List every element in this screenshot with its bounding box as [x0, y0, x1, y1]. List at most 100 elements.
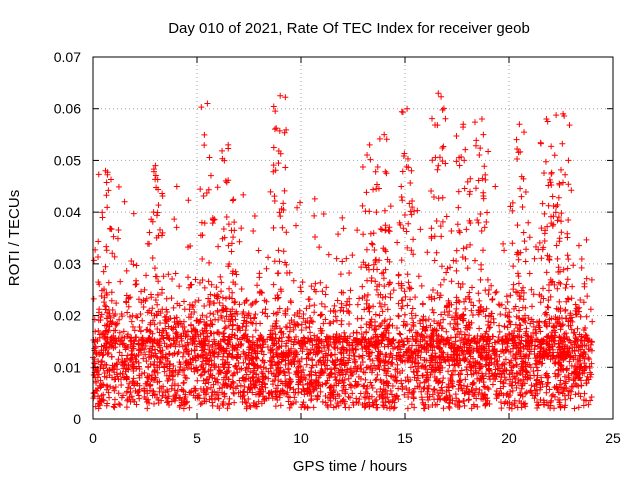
data-point — [214, 376, 221, 383]
data-point — [553, 242, 560, 249]
data-point — [539, 246, 546, 253]
data-point — [311, 286, 318, 293]
data-point — [314, 393, 321, 400]
data-point — [226, 294, 233, 301]
data-point — [201, 318, 208, 325]
data-point — [206, 154, 213, 161]
data-point — [208, 362, 215, 369]
data-point — [558, 343, 565, 350]
x-tick-label: 0 — [89, 430, 97, 446]
data-point — [220, 330, 227, 337]
data-point — [117, 402, 124, 409]
data-point — [349, 371, 356, 378]
data-point — [98, 292, 105, 299]
data-point — [431, 374, 438, 381]
data-point — [377, 377, 384, 384]
data-point — [334, 337, 341, 344]
data-point — [552, 209, 559, 216]
data-point — [573, 305, 580, 312]
data-point — [274, 367, 281, 374]
data-point — [440, 405, 447, 412]
data-point — [292, 322, 299, 329]
data-point — [467, 175, 474, 182]
data-point — [431, 318, 438, 325]
data-point — [227, 383, 234, 390]
data-point — [364, 277, 371, 284]
data-point — [435, 392, 442, 399]
data-point — [250, 369, 257, 376]
data-point — [106, 344, 113, 351]
data-point — [397, 331, 404, 338]
data-point — [558, 218, 565, 225]
data-point — [246, 402, 253, 409]
data-point — [480, 131, 487, 138]
data-point — [557, 403, 564, 410]
data-point — [99, 287, 106, 294]
data-point — [548, 220, 555, 227]
data-point — [281, 129, 288, 136]
data-point — [412, 294, 419, 301]
data-point — [434, 290, 441, 297]
data-point — [209, 389, 216, 396]
data-point — [199, 277, 206, 284]
data-point — [188, 347, 195, 354]
data-point — [202, 357, 209, 364]
data-point — [553, 383, 560, 390]
data-point — [403, 349, 410, 356]
data-point — [207, 317, 214, 324]
data-point — [469, 312, 476, 319]
data-point — [306, 390, 313, 397]
data-point — [463, 366, 470, 373]
data-point — [477, 351, 484, 358]
data-point — [564, 295, 571, 302]
data-point — [229, 326, 236, 333]
data-point — [474, 403, 481, 410]
data-point — [115, 376, 122, 383]
data-point — [269, 346, 276, 353]
data-point — [312, 369, 319, 376]
data-point — [333, 255, 340, 262]
data-point — [513, 370, 520, 377]
data-point — [567, 312, 574, 319]
data-point — [276, 305, 283, 312]
data-point — [420, 385, 427, 392]
data-point — [202, 391, 209, 398]
data-point — [451, 367, 458, 374]
data-point — [534, 405, 541, 412]
data-point — [517, 353, 524, 360]
data-point — [452, 362, 459, 369]
data-point — [251, 213, 258, 220]
data-point — [270, 353, 277, 360]
data-point — [362, 376, 369, 383]
data-point — [444, 351, 451, 358]
data-point — [476, 377, 483, 384]
data-point — [146, 229, 153, 236]
data-point — [159, 229, 166, 236]
data-point — [295, 381, 302, 388]
data-point — [292, 333, 299, 340]
data-point — [186, 389, 193, 396]
data-point — [428, 338, 435, 345]
data-point — [286, 380, 293, 387]
data-point — [227, 318, 234, 325]
data-point — [195, 333, 202, 340]
data-point — [179, 353, 186, 360]
data-point — [485, 343, 492, 350]
data-point — [90, 257, 97, 264]
data-point — [287, 384, 294, 391]
data-point — [286, 269, 293, 276]
data-point — [452, 391, 459, 398]
data-point — [560, 266, 567, 273]
data-point — [304, 385, 311, 392]
data-point — [399, 303, 406, 310]
data-point — [205, 278, 212, 285]
data-point — [556, 181, 563, 188]
data-point — [404, 155, 411, 162]
data-point — [113, 321, 120, 328]
data-point — [552, 334, 559, 341]
data-point — [436, 345, 443, 352]
data-point — [456, 357, 463, 364]
data-point — [411, 359, 418, 366]
data-point — [165, 351, 172, 358]
data-point — [583, 236, 590, 243]
